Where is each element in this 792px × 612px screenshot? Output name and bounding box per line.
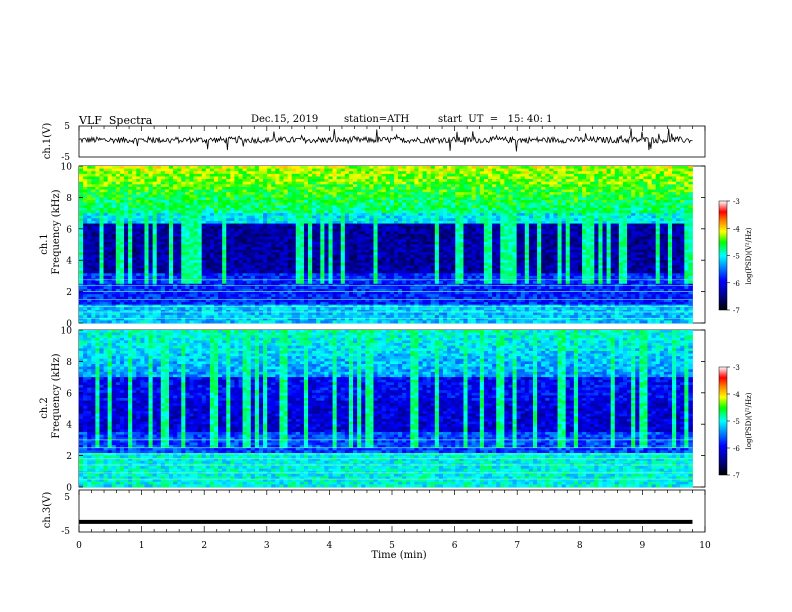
colorbar-tick-label: -7 [733, 307, 740, 315]
ytick-label: 10 [61, 327, 73, 337]
ch1-colorbar-ticks: -3 -4 -5 -6 -7 [727, 198, 740, 315]
start-time-label: start UT = 15: 40: 1 [438, 114, 553, 125]
ch3-ylabel: ch.3(V) [42, 492, 53, 529]
xtick-label: 8 [577, 541, 583, 551]
ytick-label: 2 [66, 452, 72, 462]
xtick-label: 5 [389, 541, 395, 551]
ch1-colorbar-label: log(PSD)(V²/Hz) [745, 227, 753, 284]
ch1-waveform-line [78, 128, 693, 152]
recording-date: Dec.15, 2019 [251, 114, 319, 125]
ch3-ytick-top: 5 [64, 493, 70, 503]
ch3-waveform-panel: 5 -5 ch.3(V) 0 1 2 3 4 5 6 7 8 9 10 Time (min) [42, 126, 711, 561]
xtick-label: 9 [640, 541, 646, 551]
colorbar-tick-label: -6 [733, 445, 740, 453]
xtick-label: 10 [699, 541, 711, 551]
ch2-spectrogram-ylabel: Frequency (kHz) [51, 353, 62, 438]
colorbar-tick-label: -4 [733, 391, 740, 399]
xtick-label: 7 [514, 541, 520, 551]
xtick-label: 3 [264, 541, 270, 551]
time-axis-label: Time (min) [371, 550, 426, 561]
ch2-colorbar: -3 -4 -5 -6 -7 log(PSD)(V²/Hz) [718, 364, 753, 480]
ch1-colorbar-scale [718, 200, 728, 311]
ch1-spectrogram-ylabel: Frequency (kHz) [51, 189, 62, 274]
ytick-label: 8 [66, 194, 72, 204]
ch1-spectrogram-ylabel-channel: ch.1 [39, 233, 50, 255]
colorbar-tick-label: -5 [733, 253, 740, 261]
xtick-label: 6 [452, 541, 458, 551]
ytick-label: 0 [66, 320, 72, 330]
ch2-spectrogram-ylabel-channel: ch.2 [39, 397, 50, 419]
xtick-label: 4 [327, 541, 333, 551]
ytick-label: 0 [66, 484, 72, 494]
ch2-spectrogram-yticks: 0 2 4 6 8 10 [61, 327, 705, 494]
colorbar-tick-label: -3 [733, 198, 740, 206]
ytick-label: 4 [66, 257, 72, 267]
xtick-label: 1 [139, 541, 145, 551]
ch1-ytick-bottom: -5 [61, 153, 70, 163]
ch1-spectrogram-panel: 0 2 4 6 8 10 ch.1 Frequency (kHz) [39, 163, 706, 330]
ch2-spectrogram-image [79, 330, 693, 488]
station-label: station=ATH [344, 114, 410, 125]
ch1-spectrogram-image [79, 166, 693, 324]
xtick-label: 2 [201, 541, 207, 551]
ch1-ytick-top: 5 [64, 122, 70, 132]
ch2-colorbar-label: log(PSD)(V²/Hz) [745, 392, 753, 449]
ytick-label: 10 [61, 163, 73, 173]
ch3-ytick-bottom: -5 [61, 527, 70, 537]
ytick-label: 8 [66, 358, 72, 368]
time-axis-ticks: 0 1 2 3 4 5 6 7 8 9 10 [76, 126, 711, 551]
colorbar-tick-label: -3 [733, 364, 740, 372]
colorbar-tick-label: -4 [733, 225, 740, 233]
chart-title: VLF Spectra [79, 114, 153, 127]
colorbar-tick-label: -7 [733, 472, 740, 480]
ch2-colorbar-ticks: -3 -4 -5 -6 -7 [727, 364, 740, 480]
ch3-waveform-frame [78, 489, 706, 533]
ch1-colorbar: -3 -4 -5 -6 -7 log(PSD)(V²/Hz) [718, 198, 753, 315]
ch2-colorbar-scale [718, 366, 728, 476]
ch1-ylabel: ch.1(V) [42, 123, 53, 160]
ch2-spectrogram-panel: 0 2 4 6 8 10 ch.2 Frequency (kHz) [39, 327, 706, 494]
ytick-label: 2 [66, 288, 72, 298]
ytick-label: 6 [66, 225, 72, 235]
ch1-spectrogram-yticks: 0 2 4 6 8 10 [61, 163, 705, 330]
xtick-label: 0 [76, 541, 82, 551]
colorbar-tick-label: -6 [733, 280, 740, 288]
colorbar-tick-label: -5 [733, 418, 740, 426]
ytick-label: 6 [66, 389, 72, 399]
ytick-label: 4 [66, 421, 72, 431]
